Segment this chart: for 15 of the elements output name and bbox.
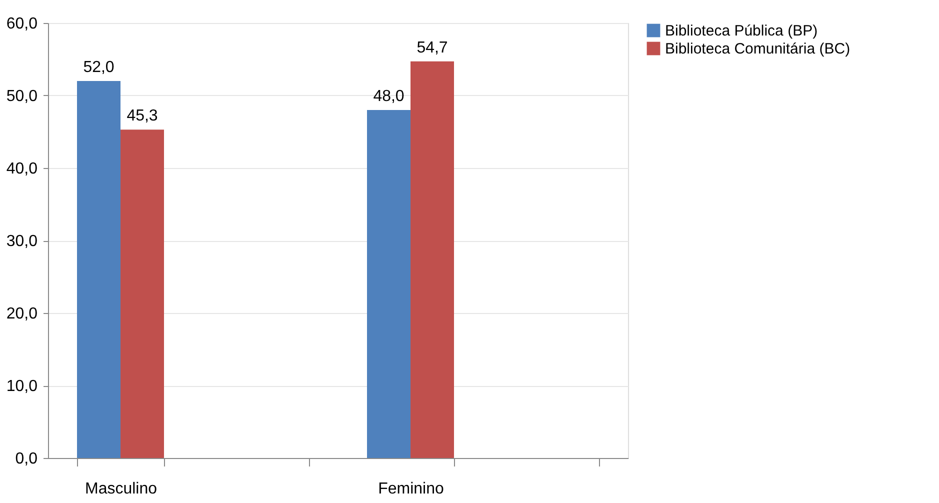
y-tick-label: 40,0: [6, 160, 38, 178]
legend-label: Biblioteca Comunitária (BC): [665, 40, 850, 58]
data-label: 52,0: [83, 59, 114, 76]
y-tick-label: 10,0: [6, 378, 38, 395]
legend-label: Biblioteca Pública (BP): [665, 22, 818, 40]
y-tick-label: 50,0: [6, 88, 38, 105]
x-tick-label: Masculino: [84, 480, 158, 498]
y-tick-label: 0,0: [15, 450, 38, 468]
y-tick-label: 30,0: [6, 233, 38, 250]
data-label: 48,0: [373, 88, 404, 105]
x-tick-label: Feminino: [378, 480, 444, 498]
data-label: 54,7: [416, 39, 448, 56]
y-tick-label: 60,0: [6, 16, 38, 32]
y-tick-label: 20,0: [6, 306, 38, 322]
data-label: 45,3: [126, 108, 158, 125]
